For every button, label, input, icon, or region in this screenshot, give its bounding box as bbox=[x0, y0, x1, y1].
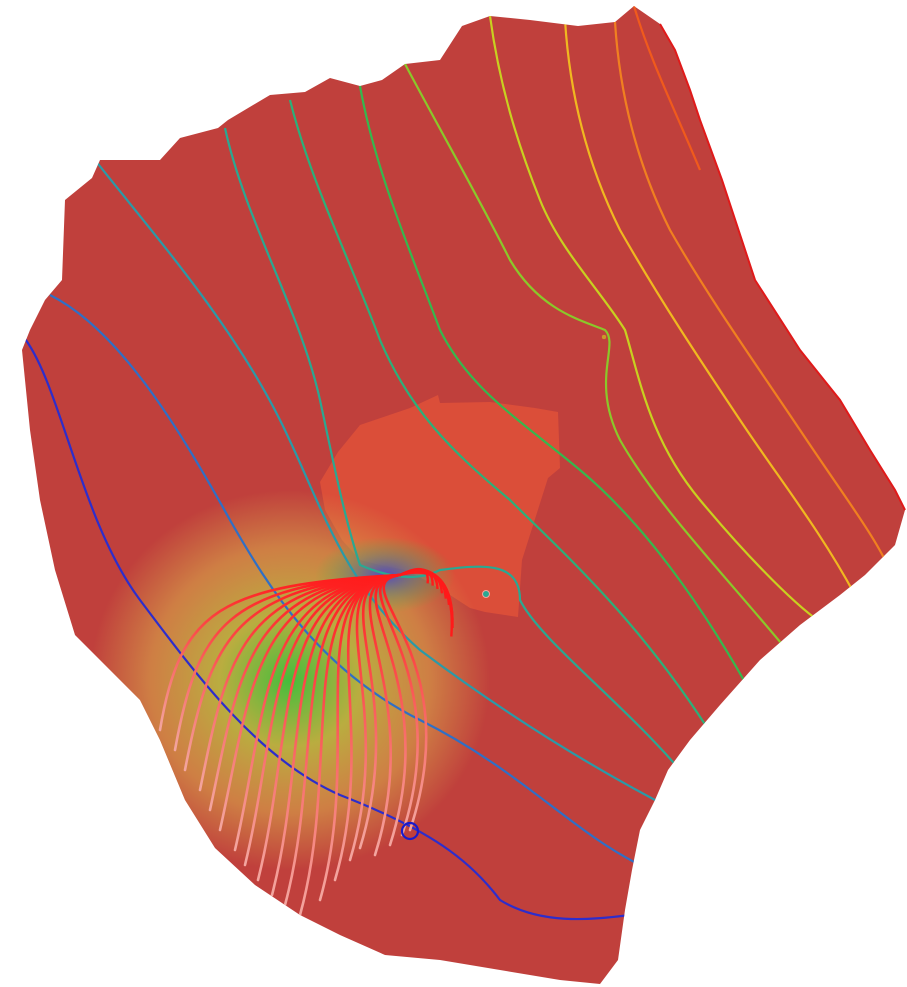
head-contour-line bbox=[358, 85, 756, 701]
well-markers bbox=[400, 334, 607, 841]
head-contour-line bbox=[49, 294, 641, 866]
particle-pathline bbox=[233, 573, 402, 852]
particle-pathline bbox=[382, 573, 428, 832]
particle-pathline bbox=[198, 573, 402, 792]
particle-pathline bbox=[399, 571, 454, 637]
head-contour-line bbox=[404, 63, 796, 661]
particle-pathline bbox=[358, 573, 402, 850]
injection-well[interactable] bbox=[482, 590, 490, 598]
head-contour-line bbox=[288, 99, 716, 741]
head-contour-line bbox=[563, 19, 856, 596]
head-contour-line bbox=[22, 334, 631, 921]
particle-pathline bbox=[368, 573, 402, 857]
particle-pathline bbox=[208, 573, 402, 812]
domain-boundary-edge bbox=[659, 23, 906, 511]
particle-pathline bbox=[270, 573, 402, 897]
particle-pathline bbox=[379, 573, 419, 837]
particle-pathline bbox=[243, 573, 402, 867]
particle-pathline bbox=[283, 573, 402, 907]
head-contour-line bbox=[488, 15, 826, 626]
particle-pathline bbox=[218, 573, 402, 832]
head-contour-line bbox=[223, 127, 681, 771]
domain-content bbox=[22, 6, 886, 921]
head-contour-line bbox=[613, 21, 886, 561]
particle-pathline bbox=[374, 573, 407, 847]
extraction-well[interactable] bbox=[400, 821, 420, 841]
particle-pathline bbox=[256, 573, 402, 882]
particle-pathlines bbox=[158, 567, 454, 917]
head-contour-line bbox=[94, 159, 656, 801]
head-contour-line bbox=[632, 6, 702, 171]
head-contours bbox=[22, 6, 886, 921]
observation-point[interactable] bbox=[601, 334, 607, 340]
